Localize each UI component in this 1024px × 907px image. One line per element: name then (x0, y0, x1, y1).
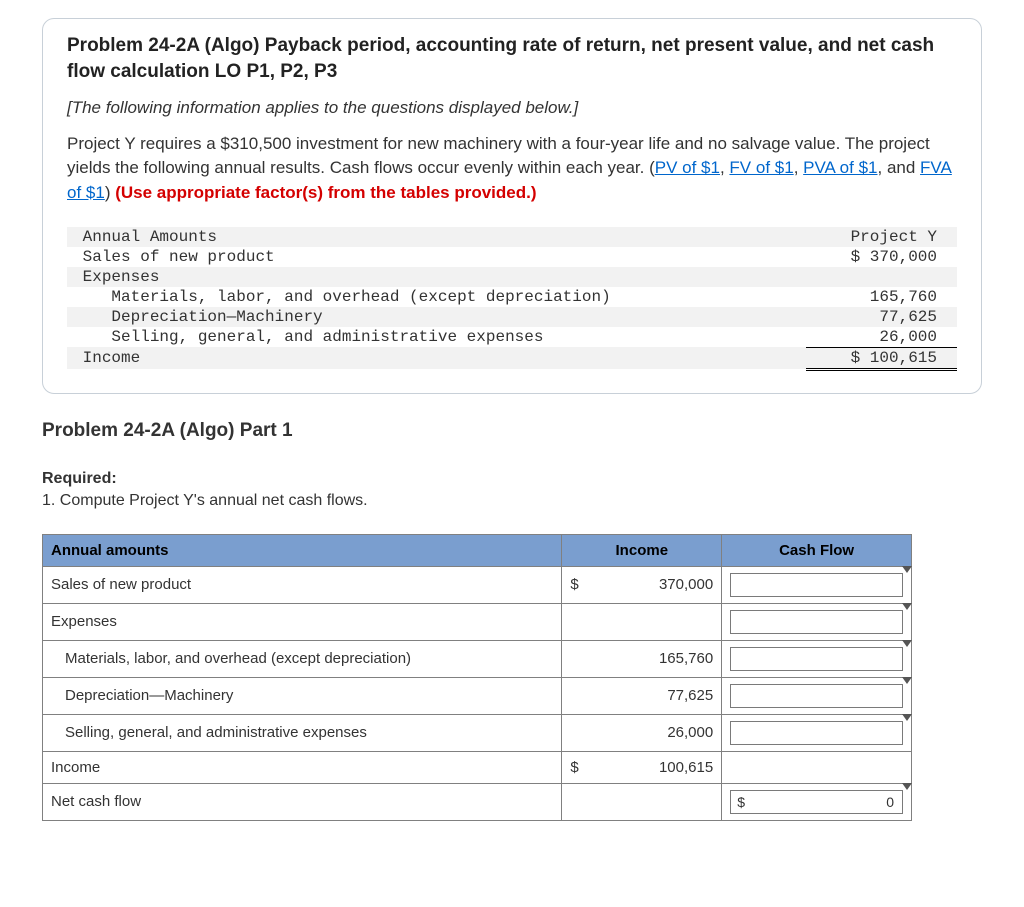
dropdown-icon[interactable] (902, 603, 912, 610)
row-label: Income (43, 751, 562, 783)
row-label: Materials, labor, and overhead (except d… (43, 640, 562, 677)
row-label: Depreciation—Machinery (43, 677, 562, 714)
mono-value: $ 370,000 (806, 247, 957, 267)
problem-box: Problem 24-2A (Algo) Payback period, acc… (42, 18, 982, 394)
red-instruction: (Use appropriate factor(s) from the tabl… (115, 183, 536, 202)
cash-flow-cell (722, 751, 912, 783)
row-label: Net cash flow (43, 783, 562, 820)
dropdown-icon[interactable] (902, 566, 912, 573)
pva-link[interactable]: PVA of $1 (803, 158, 877, 177)
mono-label: Selling, general, and administrative exp… (67, 327, 806, 348)
mono-total-value: $ 100,615 (806, 347, 957, 369)
th-annual-amounts: Annual amounts (43, 534, 562, 566)
table-row: Income$100,615 (43, 751, 912, 783)
cash-flow-input[interactable] (730, 684, 903, 708)
mono-header-label: Annual Amounts (67, 227, 806, 247)
th-cash-flow: Cash Flow (722, 534, 912, 566)
cash-flow-input[interactable] (730, 610, 903, 634)
th-income: Income (562, 534, 722, 566)
mono-value: 77,625 (806, 307, 957, 327)
problem-title: Problem 24-2A (Algo) Payback period, acc… (67, 33, 957, 84)
mono-value: 165,760 (806, 287, 957, 307)
required-label: Required: (42, 470, 982, 488)
mono-value: 26,000 (806, 327, 957, 348)
dropdown-icon[interactable] (902, 783, 912, 790)
table-row: Sales of new product$370,000 (43, 566, 912, 603)
income-cell: 26,000 (562, 714, 722, 751)
income-cell: $100,615 (562, 751, 722, 783)
cash-flow-cell[interactable] (722, 640, 912, 677)
table-row: Selling, general, and administrative exp… (43, 714, 912, 751)
mono-header-value: Project Y (806, 227, 957, 247)
dropdown-icon[interactable] (902, 640, 912, 647)
mono-total-label: Income (67, 347, 806, 369)
table-row: Expenses (43, 603, 912, 640)
table-row: Materials, labor, and overhead (except d… (43, 640, 912, 677)
cash-flow-input[interactable] (730, 721, 903, 745)
income-cell (562, 603, 722, 640)
dropdown-icon[interactable] (902, 714, 912, 721)
cash-flow-input[interactable] (730, 573, 903, 597)
part-title: Problem 24-2A (Algo) Part 1 (42, 420, 982, 442)
cash-flow-total[interactable]: $0 (730, 790, 903, 814)
mono-label: Sales of new product (67, 247, 806, 267)
row-label: Sales of new product (43, 566, 562, 603)
cash-flow-cell[interactable] (722, 603, 912, 640)
applies-note: [The following information applies to th… (67, 98, 957, 118)
mono-value (806, 267, 957, 287)
income-cell (562, 783, 722, 820)
income-cell: 165,760 (562, 640, 722, 677)
table-row: Net cash flow $0 (43, 783, 912, 820)
cash-flow-cell[interactable] (722, 714, 912, 751)
table-row: Depreciation—Machinery77,625 (43, 677, 912, 714)
income-cell: $370,000 (562, 566, 722, 603)
problem-body: Project Y requires a $310,500 investment… (67, 132, 957, 204)
dropdown-icon[interactable] (902, 677, 912, 684)
row-label: Selling, general, and administrative exp… (43, 714, 562, 751)
mono-label: Expenses (67, 267, 806, 287)
required-text: 1. Compute Project Y's annual net cash f… (42, 492, 982, 510)
income-cell: 77,625 (562, 677, 722, 714)
fv-link[interactable]: FV of $1 (729, 158, 793, 177)
cash-flow-cell[interactable] (722, 566, 912, 603)
mono-label: Depreciation—Machinery (67, 307, 806, 327)
row-label: Expenses (43, 603, 562, 640)
mono-label: Materials, labor, and overhead (except d… (67, 287, 806, 307)
annual-amounts-table: Annual Amounts Project Y Sales of new pr… (67, 227, 957, 371)
pv-link[interactable]: PV of $1 (655, 158, 720, 177)
answer-table: Annual amounts Income Cash Flow Sales of… (42, 534, 912, 821)
cash-flow-cell[interactable] (722, 677, 912, 714)
cash-flow-cell[interactable]: $0 (722, 783, 912, 820)
cash-flow-input[interactable] (730, 647, 903, 671)
